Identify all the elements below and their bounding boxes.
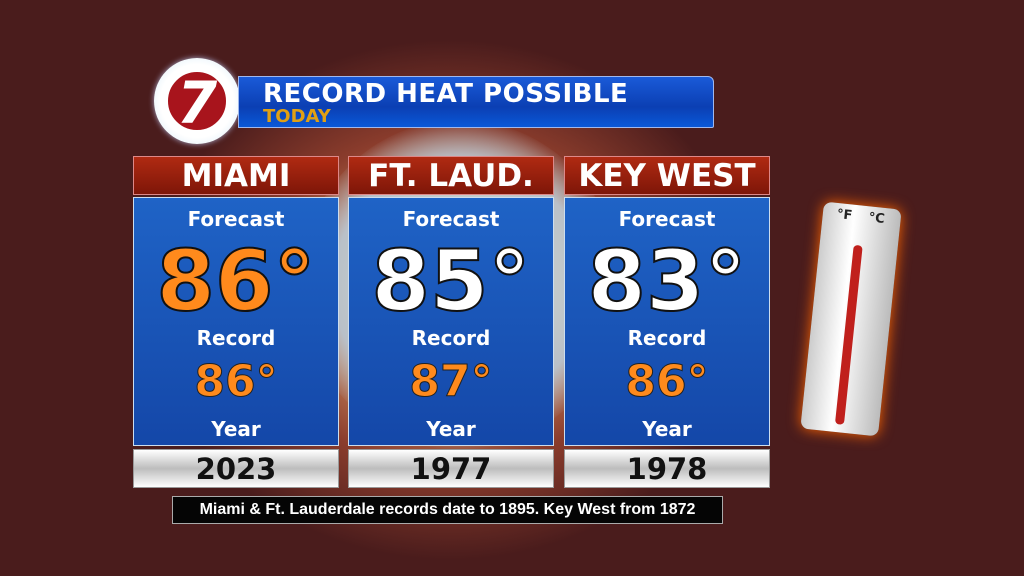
forecast-temp: 83° (587, 232, 748, 330)
record-label: Record (411, 326, 491, 350)
year-label: Year (426, 417, 476, 441)
record-label: Record (196, 326, 276, 350)
city-name: KEY WEST (564, 156, 770, 195)
record-year: 1977 (348, 449, 554, 488)
fahrenheit-label: °F (836, 206, 853, 224)
record-year: 2023 (133, 449, 339, 488)
record-year: 1978 (564, 449, 770, 488)
forecast-temp: 86° (156, 232, 317, 330)
title-banner: RECORD HEAT POSSIBLE TODAY (238, 76, 714, 128)
logo-seven: 7 (166, 70, 228, 134)
year-label: Year (642, 417, 692, 441)
station-logo: 7 (154, 58, 240, 144)
mercury-tube (834, 244, 863, 425)
subtitle: TODAY (263, 106, 331, 127)
city-panel: Forecast 83° Record 86° Year (564, 197, 770, 446)
record-label: Record (627, 326, 707, 350)
city-column: FT. LAUD. Forecast 85° Record 87° Year 1… (348, 156, 554, 488)
city-name: MIAMI (133, 156, 339, 195)
forecast-temp: 85° (371, 232, 532, 330)
thermometer-icon: °F °C (800, 201, 902, 437)
year-label: Year (211, 417, 261, 441)
forecast-label: Forecast (618, 207, 716, 231)
footnote: Miami & Ft. Lauderdale records date to 1… (172, 496, 723, 524)
city-panel: Forecast 86° Record 86° Year (133, 197, 339, 446)
city-name: FT. LAUD. (348, 156, 554, 195)
forecast-label: Forecast (402, 207, 500, 231)
city-column: KEY WEST Forecast 83° Record 86° Year 19… (564, 156, 770, 488)
celsius-label: °C (867, 210, 886, 227)
title: RECORD HEAT POSSIBLE (263, 79, 629, 109)
city-panel: Forecast 85° Record 87° Year (348, 197, 554, 446)
city-column: MIAMI Forecast 86° Record 86° Year 2023 (133, 156, 339, 488)
record-temp: 86° (625, 356, 709, 408)
record-temp: 87° (409, 356, 493, 408)
forecast-label: Forecast (187, 207, 285, 231)
record-temp: 86° (194, 356, 278, 408)
